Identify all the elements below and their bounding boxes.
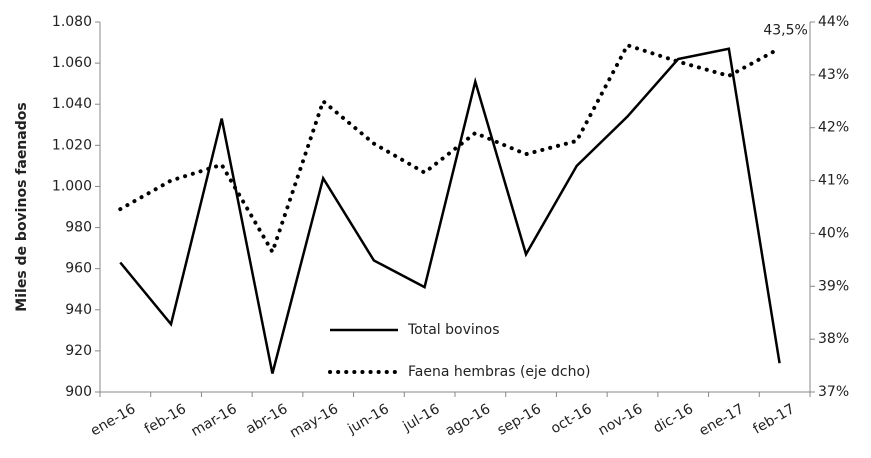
y-tick-label: 900: [65, 384, 92, 400]
y-tick-label: 960: [65, 261, 92, 277]
legend-label: Total bovinos: [407, 322, 500, 338]
y-axis-label: Miles de bovinos faenados: [14, 102, 30, 311]
y-tick-label: 980: [65, 220, 92, 236]
x-tick-label: may-16: [287, 401, 341, 441]
y2-tick-label: 43%: [818, 67, 849, 83]
y2-tick-label: 38%: [818, 331, 849, 347]
y2-tick-label: 39%: [818, 278, 849, 294]
x-tick-label: ene-16: [88, 401, 138, 439]
series-line: [118, 42, 782, 257]
x-tick-label: ene-17: [696, 401, 746, 439]
y-tick-label: 1.000: [52, 178, 92, 194]
x-tick-label: nov-16: [596, 401, 646, 439]
y2-tick-label: 44%: [818, 14, 849, 30]
y-tick-label: 1.020: [52, 137, 92, 153]
y2-tick-label: 37%: [818, 384, 849, 400]
x-tick-label: jun-16: [344, 401, 391, 438]
x-tick-label: feb-16: [142, 401, 189, 438]
x-tick-label: ago-16: [443, 401, 494, 439]
x-tick-label: jul-16: [399, 401, 442, 435]
legend-label: Faena hembras (eje dcho): [408, 364, 590, 380]
y-tick-label: 940: [65, 302, 92, 318]
data-label: 43,5%: [763, 22, 807, 38]
y-tick-label: 920: [65, 343, 92, 359]
y2-tick-label: 42%: [818, 120, 849, 136]
y2-tick-label: 40%: [818, 225, 849, 241]
x-tick-label: abr-16: [243, 401, 290, 437]
x-tick-label: mar-16: [188, 401, 239, 440]
y-tick-label: 1.060: [52, 55, 92, 71]
x-tick-label: sep-16: [495, 401, 544, 439]
y2-tick-label: 41%: [818, 173, 849, 189]
y-tick-label: 1.080: [52, 14, 92, 30]
x-tick-label: dic-16: [651, 401, 697, 437]
x-tick-label: feb-17: [750, 401, 797, 438]
x-tick-label: oct-16: [548, 401, 595, 437]
y-tick-label: 1.040: [52, 96, 92, 112]
series-line: [119, 47, 781, 374]
